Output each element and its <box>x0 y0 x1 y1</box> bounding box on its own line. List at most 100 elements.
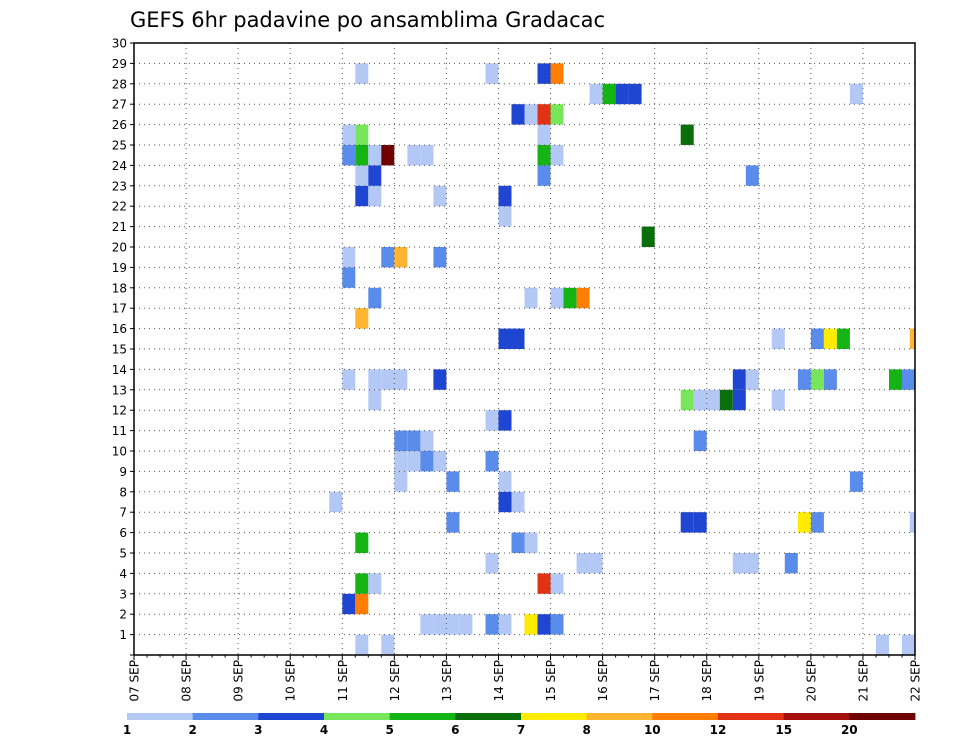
heatmap-cell <box>498 491 512 513</box>
heatmap-cell <box>537 104 551 125</box>
heatmap-cell <box>446 614 460 635</box>
heatmap-cell <box>576 287 590 309</box>
heatmap-cell <box>420 451 434 472</box>
legend-label: 15 <box>775 723 792 737</box>
heatmap-cell <box>706 389 720 411</box>
heatmap-cell <box>550 573 564 594</box>
heatmap-cell <box>563 287 577 309</box>
heatmap-cell <box>433 451 447 472</box>
heatmap-cell <box>628 83 642 105</box>
heatmap-cell <box>511 104 525 125</box>
heatmap-cell <box>485 553 499 574</box>
heatmap-cell <box>902 369 915 390</box>
heatmap-cell <box>407 430 421 451</box>
grid-lines <box>134 43 915 655</box>
heatmap-cell <box>745 553 759 574</box>
x-tick-label: 12 SEP <box>388 660 402 702</box>
heatmap-cell <box>394 471 408 492</box>
legend-label: 1 <box>123 723 131 737</box>
y-tick-label: 4 <box>119 567 127 581</box>
heatmap-cell <box>342 124 356 145</box>
legend-color-swatch <box>389 713 456 720</box>
y-tick-label: 28 <box>112 77 127 91</box>
x-tick-label: 08 SEP <box>180 660 194 702</box>
heatmap-cell <box>615 83 629 105</box>
legend-label: 12 <box>710 723 727 737</box>
x-tick-label: 10 SEP <box>284 660 298 702</box>
y-tick-label: 10 <box>112 445 127 459</box>
chart-title: GEFS 6hr padavine po ansamblima Gradacac <box>130 8 605 32</box>
heatmap-cell <box>537 614 551 635</box>
heatmap-cell <box>511 532 525 553</box>
heatmap-cell <box>693 389 707 411</box>
heatmap-cell <box>394 451 408 472</box>
legend-color-swatch <box>192 713 259 720</box>
y-tick-label: 19 <box>112 261 127 275</box>
y-tick-label: 22 <box>112 200 127 214</box>
heatmap-cell <box>823 369 837 390</box>
heatmap-cell <box>537 63 551 84</box>
heatmap-cell <box>381 634 395 655</box>
heatmap-cell <box>511 328 525 349</box>
heatmap-cell <box>355 634 369 655</box>
heatmap-cells <box>329 63 915 655</box>
heatmap-cell <box>537 145 551 166</box>
heatmap-cell <box>485 451 499 472</box>
x-tick-label: 11 SEP <box>336 660 350 702</box>
heatmap-cell <box>602 83 616 105</box>
heatmap-cell <box>810 369 824 390</box>
legend-color-swatch <box>718 713 785 720</box>
x-tick-label: 13 SEP <box>440 660 454 702</box>
heatmap-cell <box>524 287 538 309</box>
x-tick-label: 19 SEP <box>752 660 766 702</box>
heatmap-cell <box>823 328 837 349</box>
x-tick-label: 22 SEP <box>909 660 923 702</box>
heatmap-cell <box>368 573 382 594</box>
legend-color-swatch <box>783 713 850 720</box>
y-tick-label: 16 <box>112 322 127 336</box>
heatmap-cell <box>550 145 564 166</box>
legend-color-swatch <box>849 713 916 720</box>
y-tick-label: 11 <box>112 424 127 438</box>
legend-color-swatch <box>324 713 391 720</box>
y-tick-label: 6 <box>119 526 127 540</box>
x-tick-label: 16 SEP <box>596 660 610 702</box>
y-tick-label: 25 <box>112 139 127 153</box>
heatmap-cell <box>537 165 551 186</box>
heatmap-cell <box>576 553 590 574</box>
heatmap-cell <box>368 287 382 309</box>
heatmap-cell <box>589 553 603 574</box>
heatmap-cell <box>355 145 369 166</box>
heatmap-cell <box>909 328 915 349</box>
heatmap-cell <box>498 185 512 207</box>
heatmap-cell <box>420 614 434 635</box>
heatmap-cell <box>355 593 369 615</box>
heatmap-cell <box>511 491 525 513</box>
heatmap-cell <box>446 512 460 533</box>
heatmap-cell <box>693 430 707 451</box>
heatmap-cell <box>420 430 434 451</box>
heatmap-cell <box>524 104 538 125</box>
legend-label: 2 <box>189 723 197 737</box>
heatmap-cell <box>342 267 356 288</box>
y-tick-label: 2 <box>119 608 127 622</box>
legend-label: 8 <box>583 723 591 737</box>
legend-label: 7 <box>517 723 525 737</box>
heatmap-cell <box>355 573 369 594</box>
legend-color-swatch <box>455 713 522 720</box>
heatmap-cell <box>550 104 564 125</box>
heatmap-cell <box>485 410 499 431</box>
heatmap-cell <box>498 410 512 431</box>
heatmap-cell <box>889 369 902 390</box>
heatmap-cell <box>342 145 356 166</box>
heatmap-cell <box>641 226 655 247</box>
heatmap-cell <box>498 206 512 227</box>
heatmap-cell <box>498 614 512 635</box>
y-tick-label: 20 <box>112 241 127 255</box>
heatmap-cell <box>355 124 369 145</box>
heatmap-cell <box>745 369 759 390</box>
heatmap-cell <box>849 471 863 492</box>
legend-color-swatch <box>521 713 588 720</box>
heatmap-cell <box>355 308 369 329</box>
